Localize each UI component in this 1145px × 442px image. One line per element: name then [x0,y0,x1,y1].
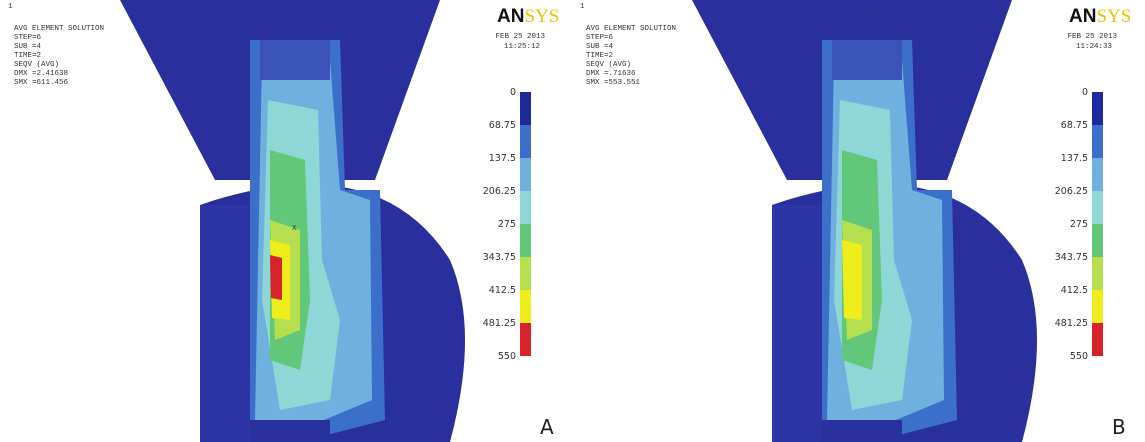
legend-label: 550 [1070,351,1088,362]
axis-marker: Y [868,13,873,21]
implant [772,205,822,442]
legend-band [520,92,531,125]
screw-head [260,40,330,80]
legend-label: 481.25 [1055,318,1088,329]
threads [250,420,330,442]
legend-label: 68.75 [489,120,516,131]
logo: ANSYS [497,6,559,27]
stress-5 [842,240,862,320]
logo-light: SYS [524,6,559,27]
legend-label: 137.5 [489,153,516,164]
slot [200,182,245,192]
legend-band [1092,125,1103,158]
header-line: DMX =2.41638 [14,70,68,78]
legend-band [1092,158,1103,191]
legend-label: 275 [498,219,516,230]
panel-label: A [540,415,554,439]
legend-label: 206.25 [483,186,516,197]
legend-label: 412.5 [489,285,516,296]
legend-band [1092,92,1103,125]
legend-label: 481.25 [483,318,516,329]
panel-label: B [1112,415,1126,439]
logo-bold: AN [497,6,524,27]
stress-peak [270,255,282,300]
implant [200,205,250,442]
logo-light: SYS [1096,6,1131,27]
header-line: SEQV (AVG) [14,61,59,69]
logo: ANSYS [1069,6,1131,27]
legend-label: 206.25 [1055,186,1088,197]
time: 11:25:12 [504,43,540,51]
threads [822,420,902,442]
header-line: SUB =4 [14,43,42,51]
panel-index: 1 [8,3,13,11]
legend-band [1092,290,1103,323]
legend-band [1092,323,1103,356]
legend-label: 0 [1082,87,1088,98]
legend-label: 550 [498,351,516,362]
header-line: AVG ELEMENT SOLUTION [14,25,104,33]
legend-band [520,125,531,158]
screw-head [832,40,902,80]
legend-band [520,191,531,224]
legend-band [520,224,531,257]
legend-band [1092,191,1103,224]
legend-band [520,158,531,191]
header-line: TIME=2 [586,52,613,60]
date: FEB 25 2013 [495,33,545,41]
legend-band [1092,257,1103,290]
date: FEB 25 2013 [1067,33,1117,41]
legend-band [520,323,531,356]
logo-bold: AN [1069,6,1096,27]
legend-band [1092,224,1103,257]
header-line: STEP=6 [14,34,42,42]
header-line: DMX =.71636 [586,70,636,78]
legend-label: 343.75 [483,252,516,263]
header-line: TIME=2 [14,52,41,60]
legend-band [520,290,531,323]
header-line: STEP=6 [586,34,614,42]
header-line: SUB =4 [586,43,614,51]
figure: 1AVG ELEMENT SOLUTIONSTEP=6SUB =4TIME=2S… [0,0,1145,442]
header-line: AVG ELEMENT SOLUTION [586,25,676,33]
panel-index: 1 [580,3,585,11]
legend-label: 343.75 [1055,252,1088,263]
legend-label: 137.5 [1061,153,1088,164]
time: 11:24:33 [1076,43,1113,51]
slot [772,182,817,192]
legend-label: 412.5 [1061,285,1088,296]
header-line: SEQV (AVG) [586,61,631,69]
axis-marker: X [292,225,297,233]
legend-label: 68.75 [1061,120,1088,131]
header-line: SMX =611.456 [14,79,69,87]
legend-band [520,257,531,290]
legend-label: 275 [1070,219,1088,230]
legend-label: 0 [510,87,516,98]
header-line: SMX =553.551 [586,79,641,87]
